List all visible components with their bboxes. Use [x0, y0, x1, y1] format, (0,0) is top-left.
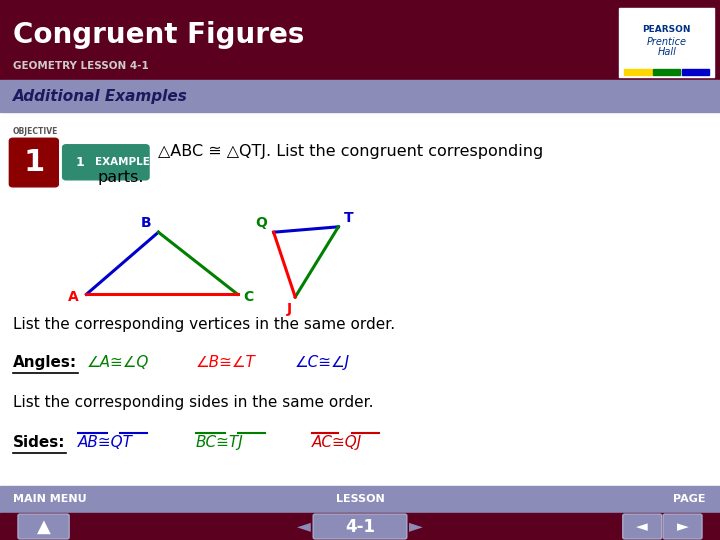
Text: ∠B≅∠T: ∠B≅∠T	[196, 355, 256, 370]
FancyBboxPatch shape	[63, 145, 149, 180]
Text: 1: 1	[76, 156, 84, 169]
Text: PAGE: PAGE	[673, 495, 706, 504]
Bar	[624, 69, 652, 75]
Text: ►: ►	[677, 519, 688, 534]
FancyBboxPatch shape	[619, 8, 714, 77]
Bar	[653, 69, 680, 75]
Text: PEARSON: PEARSON	[642, 25, 691, 34]
Bar	[0, 0, 720, 80]
Text: List the corresponding sides in the same order.: List the corresponding sides in the same…	[13, 395, 374, 410]
Text: BC≅TJ: BC≅TJ	[196, 435, 243, 450]
Text: T: T	[344, 212, 354, 226]
Text: parts.: parts.	[97, 170, 144, 185]
FancyBboxPatch shape	[623, 514, 662, 539]
Text: Congruent Figures: Congruent Figures	[13, 21, 305, 49]
Text: EXAMPLE: EXAMPLE	[95, 157, 150, 167]
Text: 1: 1	[23, 148, 45, 177]
Text: J: J	[287, 302, 292, 316]
FancyBboxPatch shape	[9, 138, 58, 187]
FancyBboxPatch shape	[18, 514, 69, 539]
Text: MAIN MENU: MAIN MENU	[13, 495, 86, 504]
Text: Prentice: Prentice	[647, 37, 687, 47]
Text: B: B	[141, 216, 152, 230]
Text: GEOMETRY LESSON 4-1: GEOMETRY LESSON 4-1	[13, 62, 149, 71]
Text: ∠A≅∠Q: ∠A≅∠Q	[86, 355, 149, 370]
Text: △ABC ≅ △QTJ. List the congruent corresponding: △ABC ≅ △QTJ. List the congruent correspo…	[158, 144, 544, 159]
Bar	[0, 513, 720, 540]
Text: LESSON: LESSON	[336, 495, 384, 504]
Bar	[0, 486, 720, 513]
Text: Angles:: Angles:	[13, 355, 77, 370]
Text: List the corresponding vertices in the same order.: List the corresponding vertices in the s…	[13, 316, 395, 332]
Text: ◄: ◄	[297, 517, 311, 536]
Text: ∠C≅∠J: ∠C≅∠J	[295, 355, 351, 370]
Text: ▲: ▲	[37, 517, 51, 536]
Text: ►: ►	[409, 517, 423, 536]
Text: Sides:: Sides:	[13, 435, 66, 450]
Text: A: A	[68, 290, 78, 304]
Text: AB≅QT: AB≅QT	[78, 435, 132, 450]
Text: C: C	[243, 290, 253, 304]
Text: 4-1: 4-1	[345, 517, 375, 536]
Text: AC≅QJ: AC≅QJ	[312, 435, 362, 450]
Text: Q: Q	[255, 216, 266, 230]
Bar	[0, 80, 720, 112]
Text: Hall: Hall	[657, 48, 676, 57]
Bar	[682, 69, 709, 75]
Text: ◄: ◄	[636, 519, 648, 534]
FancyBboxPatch shape	[663, 514, 702, 539]
FancyBboxPatch shape	[313, 514, 407, 539]
Text: Additional Examples: Additional Examples	[13, 89, 188, 104]
Text: OBJECTIVE: OBJECTIVE	[13, 127, 58, 137]
